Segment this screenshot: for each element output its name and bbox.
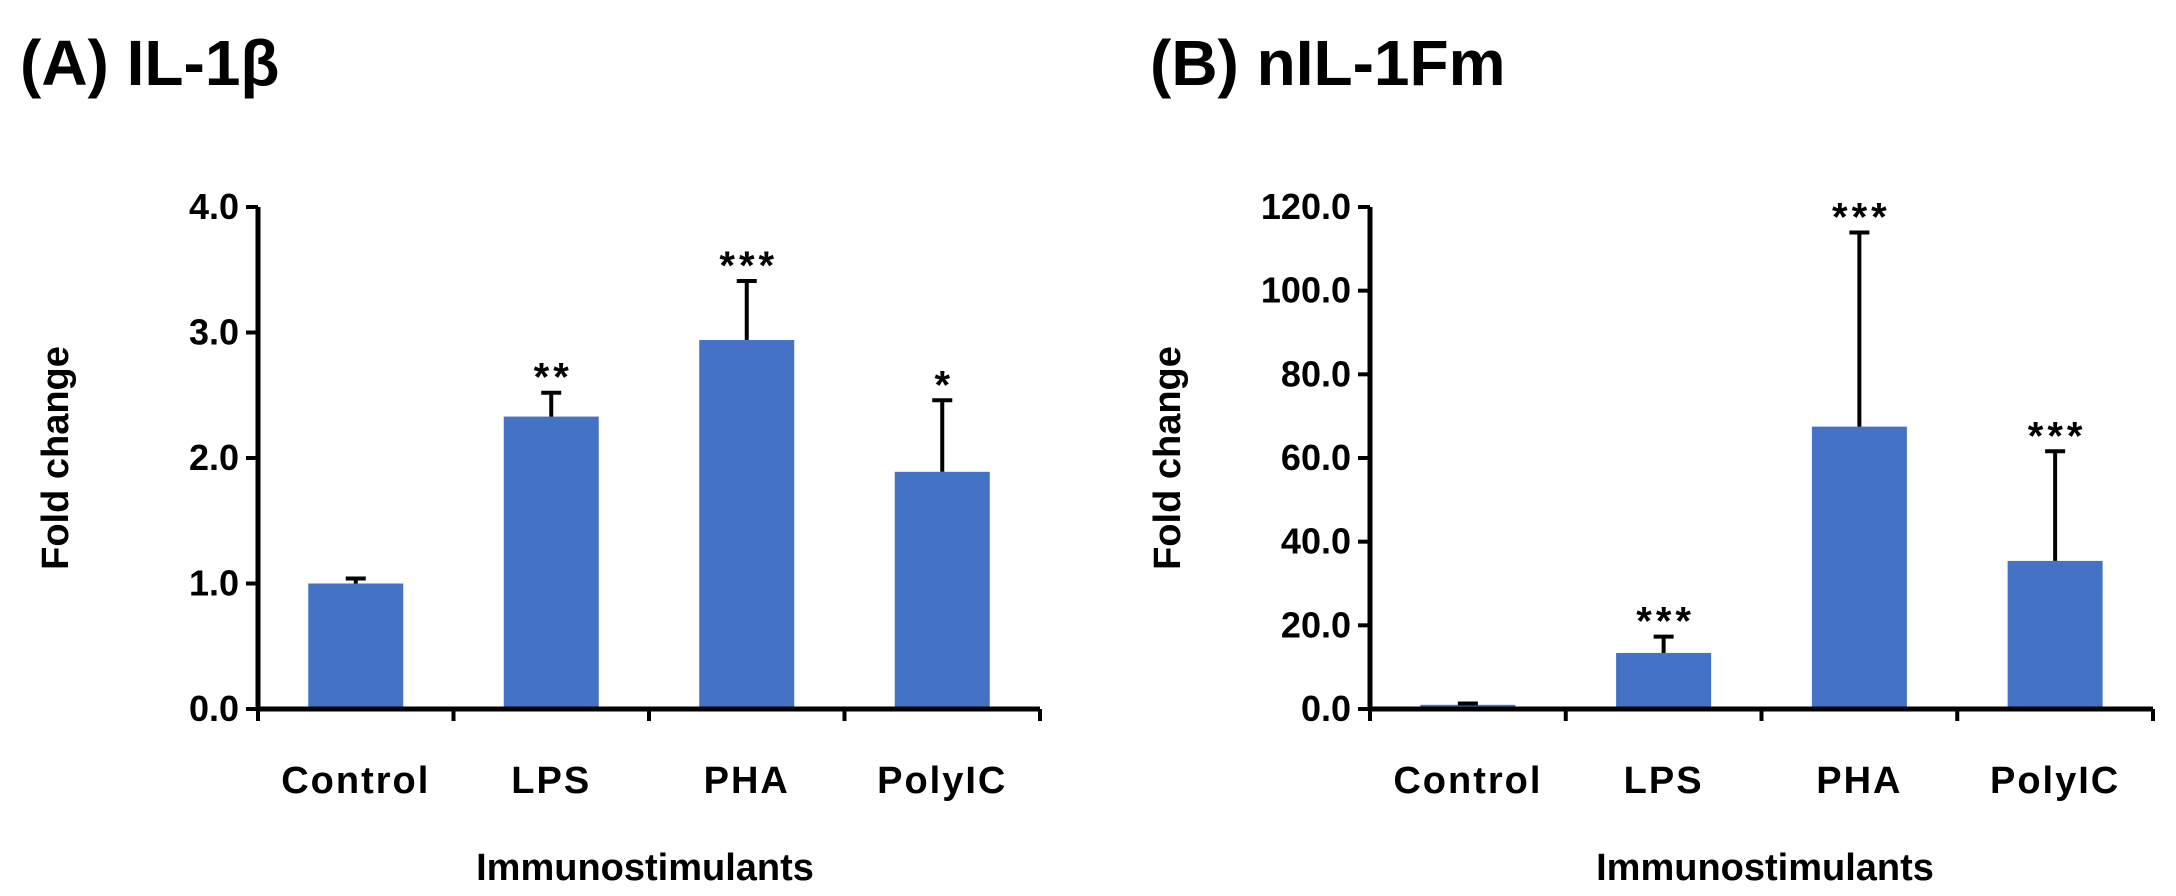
chart-b-y-tick-label: 60.0 [1281,437,1351,478]
chart-a-category-label: PolyIC [877,760,1007,802]
chart-b-bar-polyic [2007,560,2103,709]
chart-a-significance-lps: ** [534,356,573,400]
chart-b-bar-pha [1811,426,1907,709]
chart-b-category-label: PHA [1816,760,1902,802]
chart-b-y-tick-label: 20.0 [1281,604,1351,645]
chart-a-title: (A) IL-1β [20,27,279,99]
chart-a-y-tick-label: 4.0 [189,186,239,227]
chart-a-y-tick-label: 0.0 [189,688,239,729]
chart-a-y-tick-label: 3.0 [189,312,239,353]
chart-a-y-axis-title: Fold change [35,346,77,570]
chart-a-category-label: PHA [704,760,790,802]
chart-b-error-bar-polyic [2045,449,2066,561]
chart-b-category-label: Control [1393,760,1542,802]
chart-a-error-bar-lps [541,390,562,417]
chart-a-category-label: Control [281,760,430,802]
chart-a-y-tick-label: 1.0 [189,563,239,604]
chart-b-error-bar-control [1457,701,1478,706]
chart-a-y-tick-label: 2.0 [189,437,239,478]
chart-a-significance-pha: *** [719,244,778,288]
chart-b-bar-lps [1616,652,1712,709]
chart-b-y-tick-label: 80.0 [1281,353,1351,394]
chart-a-bar-control [308,583,404,709]
chart-b-y-tick-label: 0.0 [1301,688,1351,729]
chart-a-category-label: LPS [511,760,591,802]
chart-b-title: (B) nIL-1Fm [1150,27,1506,99]
chart-a-error-bar-pha [736,279,757,341]
chart-a-error-bar-control [345,576,366,584]
chart-b-x-axis-title: Immunostimulants [1596,847,1934,889]
chart-b-significance-pha: *** [1832,196,1891,240]
chart-b-y-tick-label: 100.0 [1261,270,1351,311]
chart-panel-b: (B) nIL-1Fm Control *** LPS *** PHA *** PolyIC 0… [1147,27,2155,889]
chart-b-error-bar-pha [1849,230,1870,427]
chart-b-category-label: LPS [1624,760,1704,802]
chart-a-x-axis-title: Immunostimulants [476,847,814,889]
chart-a-significance-polyic: * [934,363,954,407]
chart-a-bar-pha [699,340,795,709]
chart-b-y-tick-label: 120.0 [1261,186,1351,227]
chart-a-bar-polyic [894,471,990,709]
chart-b-significance-lps: *** [1636,600,1695,644]
chart-a-bar-lps [503,416,599,709]
chart-b-y-axis-title: Fold change [1147,346,1189,570]
chart-a-error-bar-polyic [932,398,953,472]
chart-b-error-bar-lps [1653,634,1674,653]
chart-b-y-tick-label: 40.0 [1281,521,1351,562]
chart-b-significance-polyic: *** [2028,414,2087,458]
chart-panel-a: (A) IL-1β Control ** LPS *** PHA * PolyIC 0.0 1.0… [20,27,1042,889]
chart-b-category-label: PolyIC [1990,760,2120,802]
